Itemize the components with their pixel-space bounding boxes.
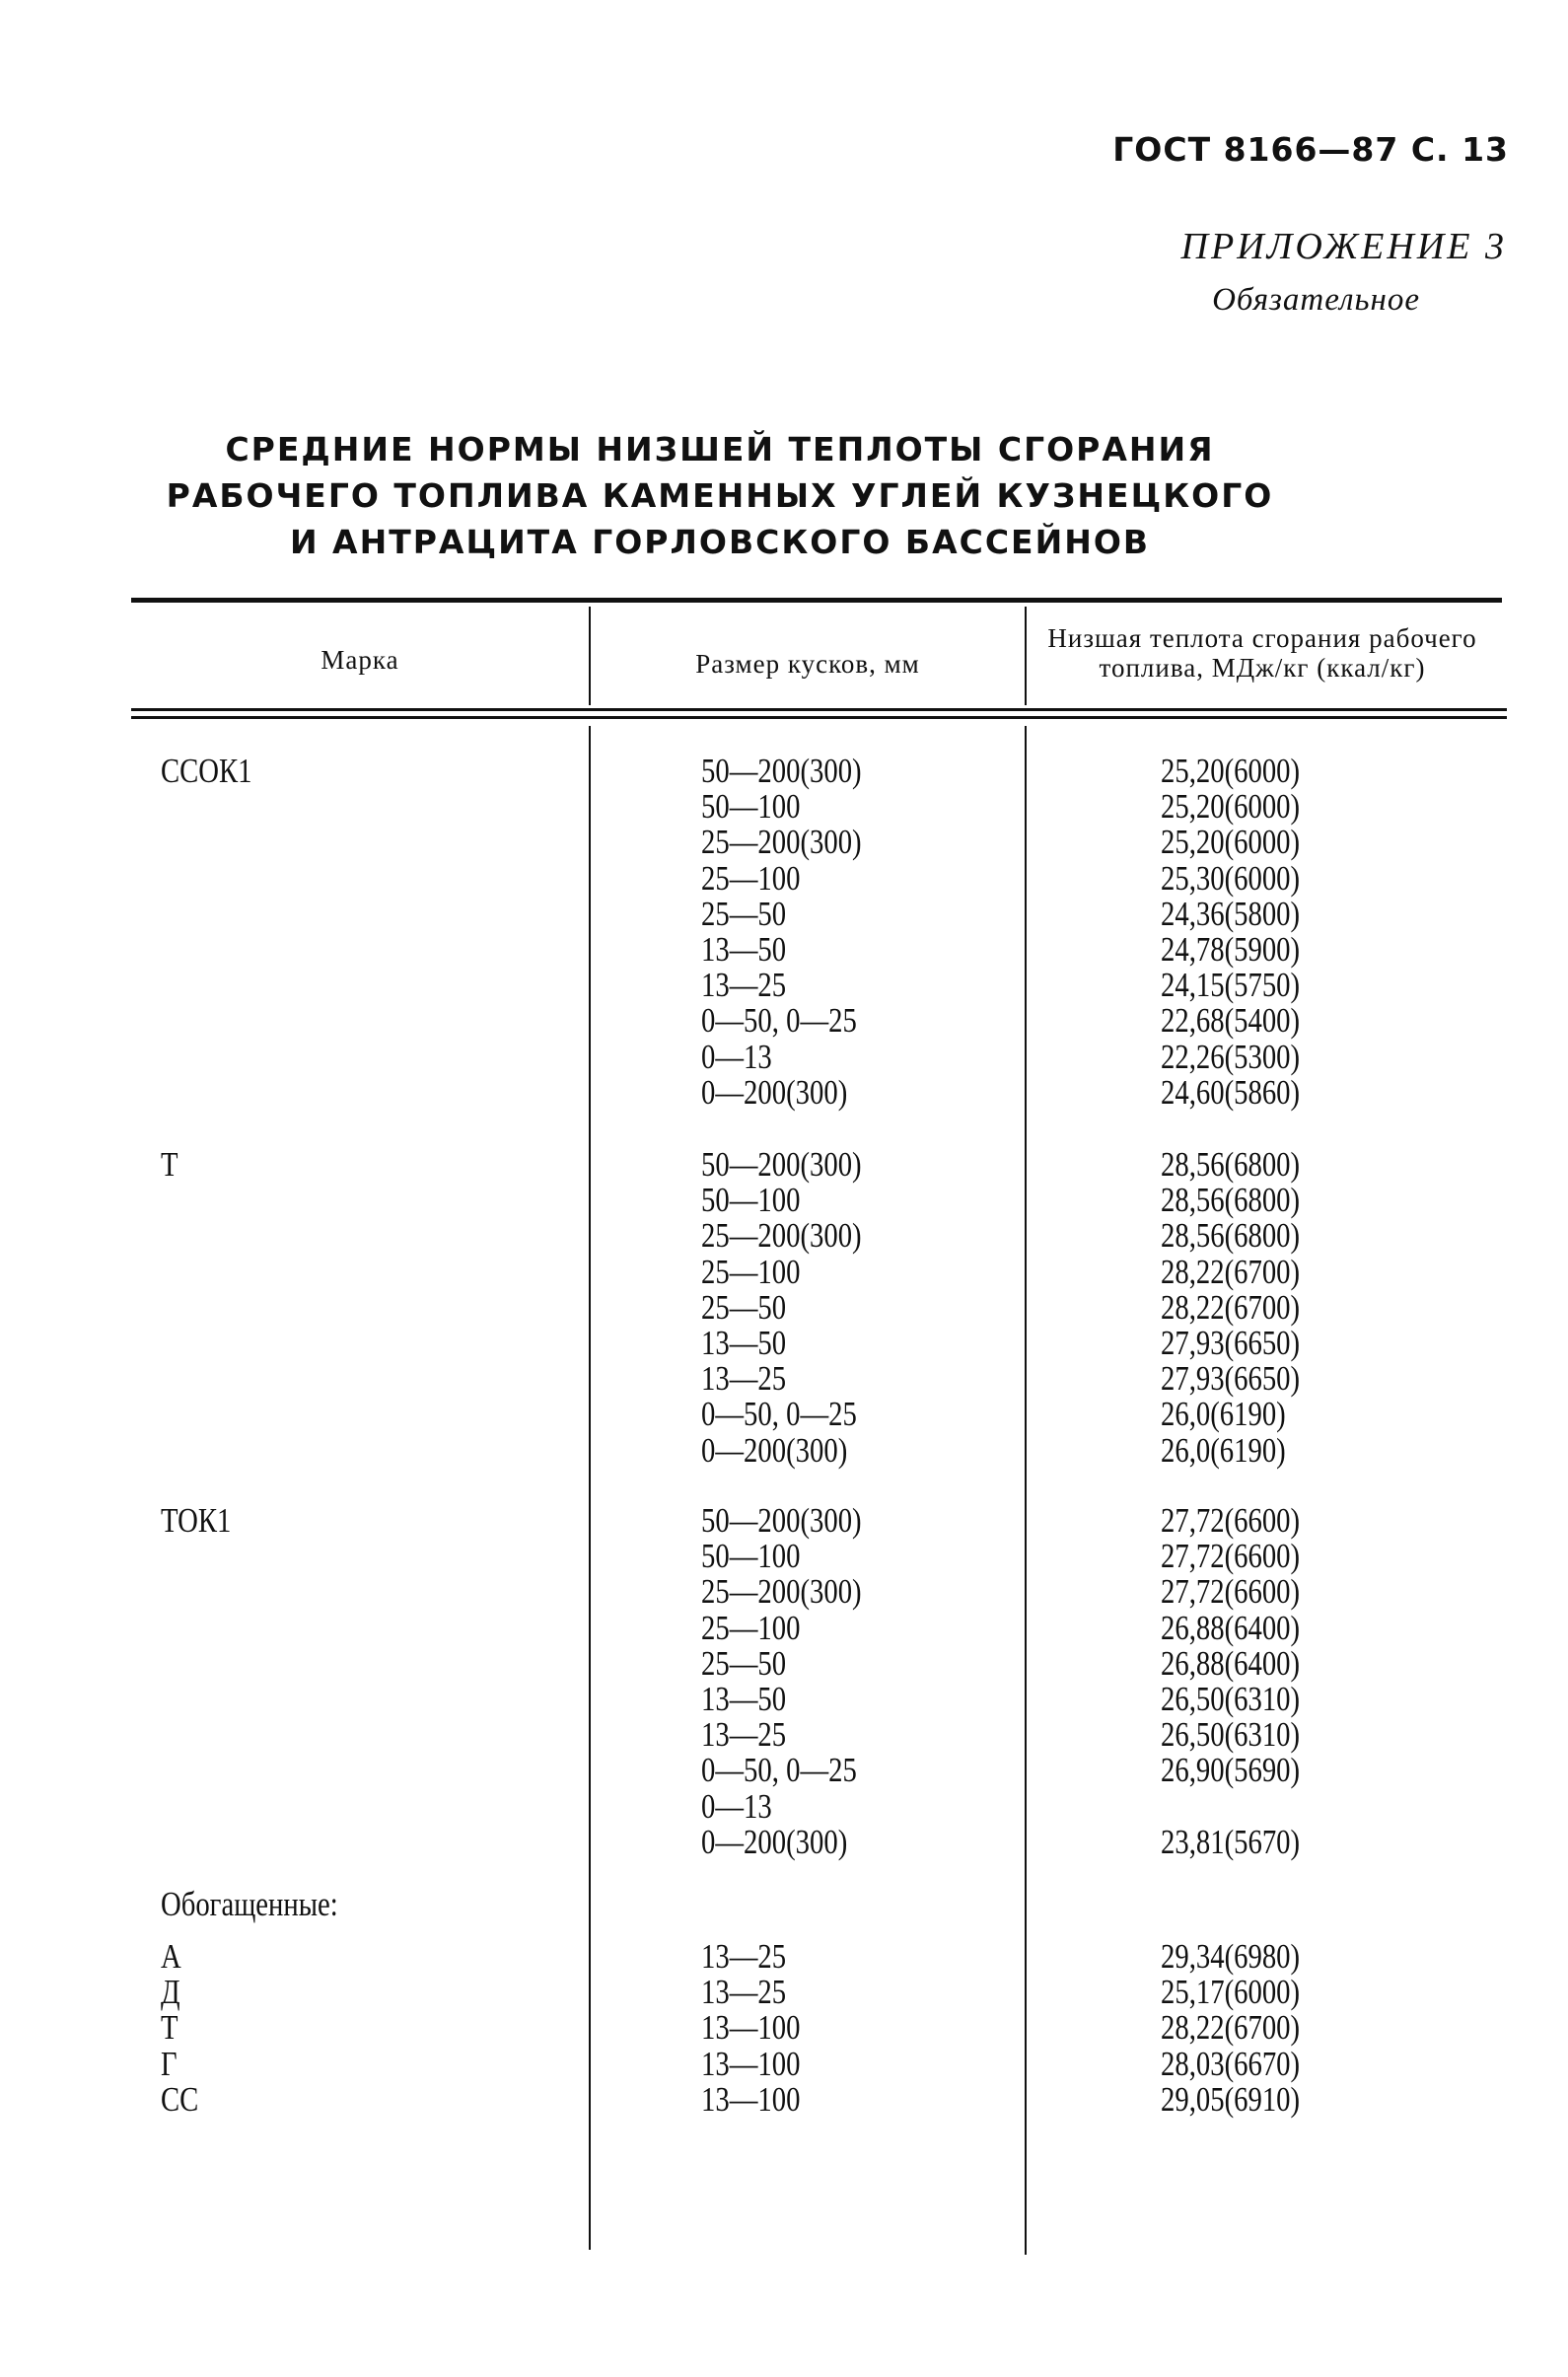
size-cell: 13—50 <box>701 930 787 969</box>
heat-value-cell: 28,22(6700) <box>1161 2008 1301 2048</box>
heat-value-cell: 28,03(6670) <box>1161 2044 1301 2083</box>
heat-value-cell: 29,34(6980) <box>1161 1937 1301 1976</box>
size-cell: 13—100 <box>701 2008 801 2048</box>
grade-label: ССОК1 <box>161 752 252 790</box>
heat-value-cell: 24,60(5860) <box>1161 1072 1301 1112</box>
column-divider <box>589 607 591 705</box>
grade-label: А <box>161 1937 181 1976</box>
size-cell: 13—25 <box>701 1937 787 1976</box>
heat-value-cell: 28,56(6800) <box>1161 1216 1301 1256</box>
heat-value-cell: 25,20(6000) <box>1161 787 1301 827</box>
size-cell: 13—25 <box>701 1973 787 2012</box>
title-line: И АНТРАЦИТА ГОРЛОВСКОГО БАССЕЙНОВ <box>289 523 1151 561</box>
size-cell: 0—200(300) <box>701 1822 848 1861</box>
column-header-size: Размер кусков, мм <box>695 649 920 679</box>
title-line: РАБОЧЕГО ТОПЛИВА КАМЕННЫХ УГЛЕЙ КУЗНЕЦКО… <box>166 476 1274 515</box>
heat-value-cell: 26,0(6190) <box>1161 1395 1286 1434</box>
appendix-label: ПРИЛОЖЕНИЕ 3 <box>1180 226 1507 267</box>
column-header-heat: Низшая теплота сгорания рабочего топлива… <box>1047 623 1477 683</box>
header-rule <box>131 708 1507 711</box>
size-cell: 13—100 <box>701 2079 801 2119</box>
size-cell: 25—100 <box>701 1608 801 1647</box>
size-cell: 13—50 <box>701 1324 787 1362</box>
size-cell: 13—100 <box>701 2044 801 2083</box>
size-cell: 13—25 <box>701 1715 787 1755</box>
grade-label: Д <box>161 1973 180 2012</box>
size-cell: 0—200(300) <box>701 1072 848 1112</box>
grade-label: ТОК1 <box>161 1501 232 1540</box>
size-cell: 0—13 <box>701 1037 772 1076</box>
size-cell: 13—50 <box>701 1680 787 1718</box>
column-header-grade: Марка <box>321 645 399 675</box>
heat-value-cell: 28,56(6800) <box>1161 1181 1301 1220</box>
heat-value-cell: 26,88(6400) <box>1161 1643 1301 1683</box>
size-cell: 50—200(300) <box>701 1145 862 1184</box>
size-cell: 25—100 <box>701 1252 801 1291</box>
document-title: СРЕДНИЕ НОРМЫ НИЗШЕЙ ТЕПЛОТЫ СГОРАНИЯ РА… <box>0 426 1568 565</box>
column-divider <box>1025 726 1027 2255</box>
heat-value-cell: 24,36(5800) <box>1161 894 1301 933</box>
heat-value-cell: 29,05(6910) <box>1161 2079 1301 2119</box>
heat-value-cell: 26,50(6310) <box>1161 1680 1301 1718</box>
heat-value-cell: 28,22(6700) <box>1161 1287 1301 1327</box>
size-cell: 50—100 <box>701 787 801 827</box>
header-rule <box>131 716 1507 719</box>
heat-value-cell: 26,0(6190) <box>1161 1430 1286 1470</box>
heat-value-cell: 28,56(6800) <box>1161 1145 1301 1184</box>
table-top-rule <box>131 598 1502 603</box>
size-cell: 25—200(300) <box>701 1216 862 1256</box>
heat-value-cell: 28,22(6700) <box>1161 1252 1301 1291</box>
heat-value-cell: 25,30(6000) <box>1161 858 1301 898</box>
heat-value-cell: 25,17(6000) <box>1161 1973 1301 2012</box>
heat-value-cell: 24,78(5900) <box>1161 930 1301 969</box>
standard-page-header: ГОСТ 8166—87 С. 13 <box>1112 130 1509 169</box>
size-cell: 0—50, 0—25 <box>701 1751 857 1790</box>
size-cell: 50—100 <box>701 1537 801 1576</box>
grade-label: Г <box>161 2044 178 2083</box>
grade-label: Т <box>161 1145 178 1184</box>
size-cell: 25—200(300) <box>701 823 862 862</box>
column-divider <box>589 726 591 2250</box>
size-cell: 50—100 <box>701 1181 801 1220</box>
appendix-status: Обязательное <box>1212 282 1420 318</box>
heat-value-cell: 27,72(6600) <box>1161 1501 1301 1540</box>
heat-value-cell: 27,72(6600) <box>1161 1572 1301 1612</box>
title-line: СРЕДНИЕ НОРМЫ НИЗШЕЙ ТЕПЛОТЫ СГОРАНИЯ <box>225 430 1215 468</box>
heat-value-cell: 27,72(6600) <box>1161 1537 1301 1576</box>
heat-value-cell: 25,20(6000) <box>1161 752 1301 790</box>
size-cell: 0—13 <box>701 1786 772 1826</box>
heat-value-cell: 25,20(6000) <box>1161 823 1301 862</box>
column-divider <box>1025 607 1027 705</box>
size-cell: 25—100 <box>701 858 801 898</box>
grade-label: Т <box>161 2008 178 2048</box>
size-cell: 0—50, 0—25 <box>701 1001 857 1041</box>
heat-value-cell: 26,90(5690) <box>1161 1751 1301 1790</box>
size-cell: 50—200(300) <box>701 752 862 790</box>
heat-value-cell: 26,88(6400) <box>1161 1608 1301 1647</box>
size-cell: 25—50 <box>701 1643 787 1683</box>
heat-value-cell: 22,68(5400) <box>1161 1001 1301 1041</box>
size-cell: 25—200(300) <box>701 1572 862 1612</box>
size-cell: 13—25 <box>701 1359 787 1399</box>
size-cell: 50—200(300) <box>701 1501 862 1540</box>
enriched-label: Обогащенные: <box>161 1885 338 1923</box>
size-cell: 0—200(300) <box>701 1430 848 1470</box>
grade-label: СС <box>161 2079 199 2119</box>
heat-value-cell: 23,81(5670) <box>1161 1822 1301 1861</box>
size-cell: 25—50 <box>701 894 787 933</box>
heat-value-cell: 24,15(5750) <box>1161 966 1301 1005</box>
heat-value-cell: 22,26(5300) <box>1161 1037 1301 1076</box>
size-cell: 13—25 <box>701 966 787 1005</box>
heat-value-cell: 27,93(6650) <box>1161 1359 1301 1399</box>
size-cell: 0—50, 0—25 <box>701 1395 857 1434</box>
heat-value-cell: 26,50(6310) <box>1161 1715 1301 1755</box>
heat-value-cell: 27,93(6650) <box>1161 1324 1301 1362</box>
size-cell: 25—50 <box>701 1287 787 1327</box>
